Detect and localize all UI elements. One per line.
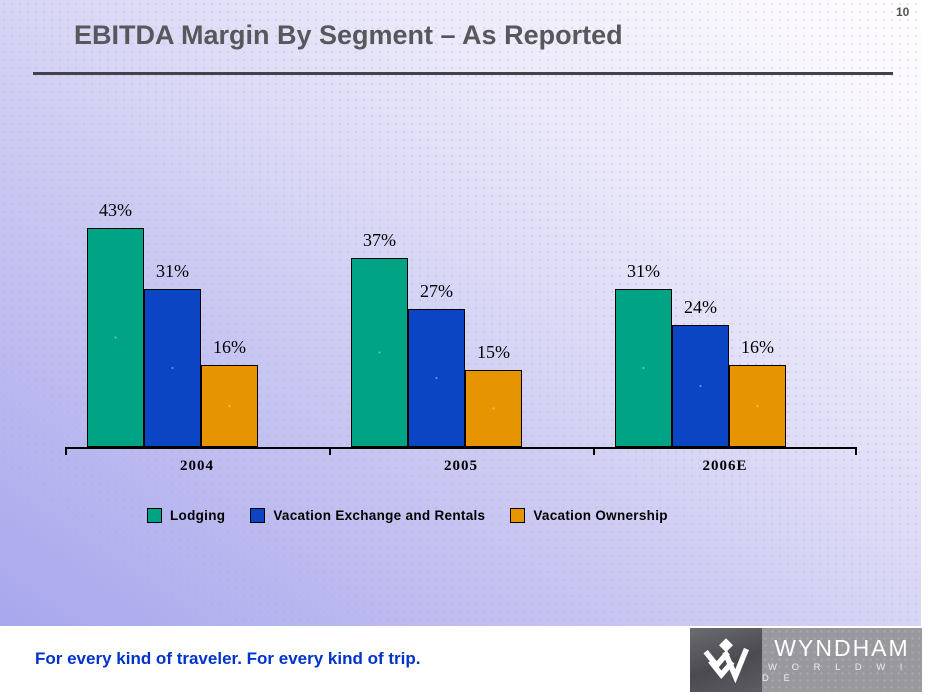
legend-label: Lodging xyxy=(170,508,226,523)
axis-tick xyxy=(65,447,67,455)
wyndham-logo: WYNDHAM W O R L D W I D E xyxy=(690,628,922,692)
bar-value-label: 16% xyxy=(741,337,774,357)
wyndham-w-icon xyxy=(690,628,762,692)
bar-lodging-2004 xyxy=(87,228,144,447)
axis-tick xyxy=(593,447,595,455)
category-label-2005: 2005 xyxy=(444,458,478,474)
bar-lodging-2006e xyxy=(615,289,672,447)
chart-legend: Lodging Vacation Exchange and Rentals Vaca… xyxy=(147,508,668,523)
category-label-2004: 2004 xyxy=(180,458,214,474)
legend-swatch-icon xyxy=(250,508,266,523)
plot-area: 43% 31% 16% 2004 37% 27% 15% 2005 31% 24% 16% 2006E xyxy=(65,190,857,474)
bar-value-label: 27% xyxy=(420,281,453,301)
axis-tick xyxy=(855,447,857,455)
legend-label: Vacation Exchange and Rentals xyxy=(273,508,486,523)
footer-tagline: For every kind of traveler. For every ki… xyxy=(35,649,421,668)
bar-value-label: 43% xyxy=(99,200,132,220)
bar-vacation-ownership-2005 xyxy=(465,370,522,447)
category-label-2006e: 2006E xyxy=(702,458,748,474)
legend-label: Vacation Ownership xyxy=(533,508,668,523)
legend-item-vacation-ownership: Vacation Ownership xyxy=(510,508,668,523)
page-number: 10 xyxy=(896,5,910,19)
bar-vacation-exchange-and-rentals-2006e xyxy=(672,325,729,447)
bar-value-label: 16% xyxy=(213,337,246,357)
bar-vacation-exchange-and-rentals-2005 xyxy=(408,309,465,447)
axis-tick xyxy=(329,447,331,455)
legend-item-vacation-exchange-and-rentals: Vacation Exchange and Rentals xyxy=(250,508,485,523)
bar-value-label: 24% xyxy=(684,297,717,317)
bar-chart: 43% 31% 16% 2004 37% 27% 15% 2005 31% 24% 16% 2006E xyxy=(65,190,857,474)
legend-swatch-icon xyxy=(510,508,526,523)
logo-sub-text: W O R L D W I D E xyxy=(762,662,909,685)
bar-value-label: 15% xyxy=(477,342,510,362)
legend-swatch-icon xyxy=(147,508,162,523)
page-title: EBITDA Margin By Segment – As Reported xyxy=(74,20,623,50)
bar-vacation-exchange-and-rentals-2004 xyxy=(144,289,201,447)
bar-vacation-ownership-2006e xyxy=(729,365,786,447)
bar-lodging-2005 xyxy=(351,258,408,447)
bar-vacation-ownership-2004 xyxy=(201,365,258,447)
legend-item-lodging: Lodging xyxy=(147,508,225,523)
bar-value-label: 31% xyxy=(627,261,660,281)
bar-value-label: 31% xyxy=(156,261,189,281)
wyndham-wordmark: WYNDHAM W O R L D W I D E xyxy=(762,628,922,692)
logo-brand-text: WYNDHAM xyxy=(774,634,910,661)
bar-value-label: 37% xyxy=(363,230,396,250)
title-divider xyxy=(33,72,893,75)
